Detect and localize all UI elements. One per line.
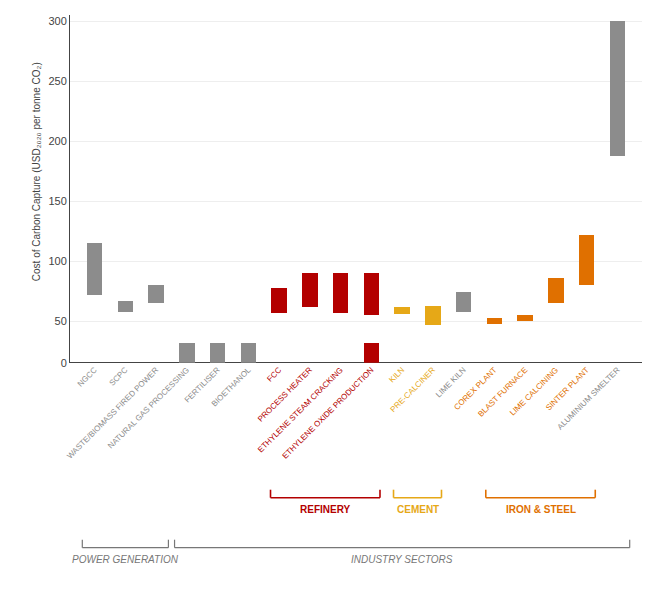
svg-text:BLAST FURNACE: BLAST FURNACE <box>476 366 529 419</box>
svg-text:150: 150 <box>48 195 66 207</box>
svg-text:SCPC: SCPC <box>108 365 130 387</box>
svg-text:50: 50 <box>55 315 67 327</box>
svg-text:PRE-CALCINER: PRE-CALCINER <box>389 365 438 414</box>
svg-text:FERTILISER: FERTILISER <box>183 365 222 404</box>
svg-text:ETHYLENE OXIDE PRODUCTION: ETHYLENE OXIDE PRODUCTION <box>281 365 376 460</box>
svg-text:PROCESS HEATER: PROCESS HEATER <box>256 365 314 423</box>
svg-text:ALUMINIUM SMELTER: ALUMINIUM SMELTER <box>556 365 622 431</box>
svg-text:NGCC: NGCC <box>76 365 99 388</box>
svg-text:FCC: FCC <box>265 365 283 383</box>
svg-text:NATURAL GAS PROCESSING: NATURAL GAS PROCESSING <box>106 366 191 451</box>
svg-text:250: 250 <box>48 75 66 87</box>
svg-text:CEMENT: CEMENT <box>397 504 439 515</box>
svg-text:ETHYLENE STEAM CRACKING: ETHYLENE STEAM CRACKING <box>256 366 345 455</box>
svg-text:0: 0 <box>61 357 67 369</box>
svg-text:KILN: KILN <box>387 365 406 384</box>
svg-text:REFINERY: REFINERY <box>300 504 351 515</box>
svg-text:POWER GENERATION: POWER GENERATION <box>72 554 179 565</box>
svg-text:SINTER PLANT: SINTER PLANT <box>544 365 591 412</box>
svg-text:100: 100 <box>48 255 66 267</box>
svg-text:WASTE/BIOMASS FIRED POWER: WASTE/BIOMASS FIRED POWER <box>65 365 160 460</box>
svg-text:COREX PLANT: COREX PLANT <box>452 366 498 412</box>
svg-text:IRON & STEEL: IRON & STEEL <box>506 504 576 515</box>
svg-text:200: 200 <box>48 135 66 147</box>
svg-text:BIOETHANOL: BIOETHANOL <box>210 365 253 408</box>
svg-text:LIME CALCINING: LIME CALCINING <box>508 366 560 418</box>
svg-text:Cost of Carbon Capture (USD₂₀₂: Cost of Carbon Capture (USD₂₀₂₀ per tonn… <box>31 62 42 281</box>
svg-text:INDUSTRY SECTORS: INDUSTRY SECTORS <box>351 554 453 565</box>
svg-text:LIME KILN: LIME KILN <box>434 365 468 399</box>
svg-text:300: 300 <box>48 15 66 27</box>
